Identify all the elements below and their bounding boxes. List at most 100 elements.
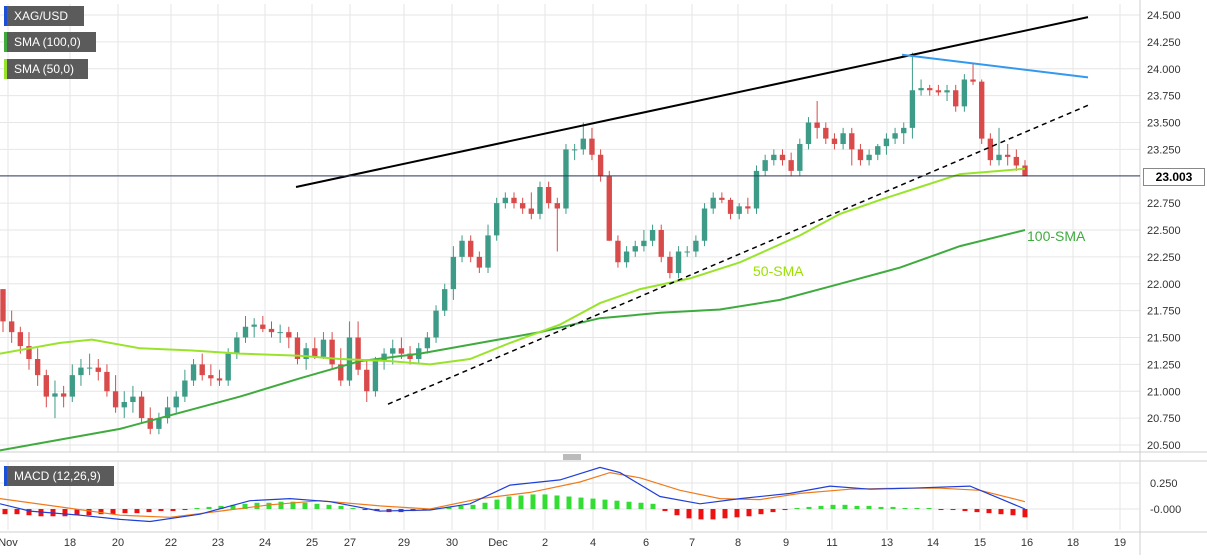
macd-histogram-bar bbox=[734, 509, 740, 518]
macd-histogram-bar bbox=[86, 509, 92, 516]
macd-histogram-bar bbox=[878, 506, 884, 509]
macd-histogram-bar bbox=[290, 501, 296, 509]
price-tick-label: 24.000 bbox=[1147, 64, 1181, 76]
candle-body bbox=[563, 149, 569, 209]
candle-body bbox=[1022, 165, 1028, 177]
macd-histogram-bar bbox=[182, 509, 188, 511]
candle-body bbox=[199, 364, 205, 376]
price-tick-label: 24.250 bbox=[1147, 37, 1181, 49]
macd-histogram-bar bbox=[1010, 509, 1016, 516]
candle-body bbox=[34, 359, 41, 376]
candle-body bbox=[996, 154, 1002, 161]
candle-body bbox=[979, 81, 985, 139]
date-tick-label: 27 bbox=[344, 537, 356, 549]
macd-histogram-bar bbox=[890, 506, 896, 509]
legend-instrument[interactable]: XAG/USD bbox=[4, 6, 84, 26]
macd-tick-label: -0.000 bbox=[1150, 504, 1181, 516]
date-tick-label: 22 bbox=[165, 537, 177, 549]
macd-histogram-bar bbox=[566, 496, 572, 509]
candle-body bbox=[433, 310, 439, 338]
legend-macd[interactable]: MACD (12,26,9) bbox=[4, 466, 114, 486]
macd-histogram-bar bbox=[782, 509, 788, 511]
legend-macd-swatch bbox=[4, 466, 7, 486]
candle-body bbox=[511, 197, 517, 204]
candle-body bbox=[208, 375, 214, 379]
candle-body bbox=[753, 170, 760, 209]
macd-histogram-bar bbox=[986, 509, 992, 514]
candle-body bbox=[502, 197, 509, 204]
price-tick-label: 21.250 bbox=[1147, 359, 1181, 371]
candle-body bbox=[294, 337, 301, 359]
candle-body bbox=[909, 90, 916, 128]
macd-histogram-bar bbox=[842, 504, 848, 509]
annotation-100-sma: 100-SMA bbox=[1027, 228, 1086, 244]
macd-histogram-bar bbox=[902, 507, 908, 509]
macd-histogram-bar bbox=[686, 509, 692, 519]
candle-body bbox=[234, 337, 240, 354]
macd-histogram-bar bbox=[326, 504, 332, 509]
macd-histogram-bar bbox=[914, 507, 920, 509]
blue-trendline bbox=[901, 53, 1089, 79]
macd-histogram-bar bbox=[938, 509, 944, 511]
candle-body bbox=[589, 138, 595, 155]
candle-body bbox=[182, 380, 188, 397]
candle-body bbox=[953, 90, 959, 107]
candle-body bbox=[26, 346, 32, 359]
macd-histogram-bar bbox=[950, 509, 956, 511]
legend-macd-label: MACD (12,26,9) bbox=[14, 469, 101, 483]
macd-histogram-bar bbox=[926, 507, 932, 509]
macd-histogram-bar bbox=[662, 509, 668, 512]
macd-histogram-bar bbox=[350, 507, 356, 509]
date-tick-label: Nov bbox=[0, 537, 18, 549]
candle-body bbox=[797, 144, 803, 171]
candle-body bbox=[216, 378, 223, 381]
candle-body bbox=[1004, 154, 1011, 157]
candle-body bbox=[779, 154, 786, 161]
legend-sma100[interactable]: SMA (100,0) bbox=[4, 32, 96, 52]
price-tick-label: 22.500 bbox=[1147, 225, 1181, 237]
date-tick-label: 19 bbox=[1114, 537, 1126, 549]
candle-body bbox=[277, 332, 283, 334]
candle-body bbox=[814, 122, 820, 128]
macd-histogram-bar bbox=[122, 509, 128, 514]
macd-histogram-bar bbox=[494, 499, 500, 509]
candle-body bbox=[268, 328, 275, 333]
date-tick-label: 16 bbox=[1021, 537, 1033, 549]
candle-body bbox=[875, 146, 881, 155]
macd-histogram-bar bbox=[206, 506, 212, 509]
date-tick-label: 6 bbox=[643, 537, 649, 549]
macd-histogram-bar bbox=[602, 499, 608, 509]
annotation-50-sma: 50-SMA bbox=[753, 263, 804, 279]
date-tick-label: 2 bbox=[542, 537, 548, 549]
candle-body bbox=[710, 197, 716, 209]
macd-histogram-bar bbox=[38, 509, 44, 517]
macd-histogram-bar bbox=[746, 509, 752, 517]
candle-body bbox=[623, 251, 630, 263]
date-tick-label: 29 bbox=[398, 537, 410, 549]
candle-body bbox=[86, 367, 93, 369]
macd-histogram-bar bbox=[446, 506, 452, 509]
candle-body bbox=[398, 348, 405, 354]
macd-histogram-bar bbox=[866, 505, 872, 509]
price-tick-label: 20.500 bbox=[1147, 440, 1181, 452]
candle-body bbox=[675, 251, 682, 273]
candle-body bbox=[935, 90, 942, 93]
candle-body bbox=[892, 133, 898, 139]
legend-sma100-swatch bbox=[4, 32, 7, 52]
macd-histogram-bar bbox=[134, 509, 140, 514]
candle-body bbox=[771, 154, 777, 161]
candle-body bbox=[251, 324, 257, 327]
candle-body bbox=[857, 149, 864, 161]
legend-sma50-label: SMA (50,0) bbox=[14, 62, 75, 76]
price-tick-label: 21.750 bbox=[1147, 306, 1181, 318]
legend-instrument-swatch bbox=[4, 6, 7, 26]
candle-body bbox=[69, 375, 75, 397]
candle-body bbox=[173, 396, 179, 408]
price-tick-label: 20.750 bbox=[1147, 413, 1181, 425]
candle-body bbox=[840, 133, 846, 144]
date-tick-label: 15 bbox=[974, 537, 986, 549]
macd-histogram-bar bbox=[362, 509, 368, 511]
legend-sma50[interactable]: SMA (50,0) bbox=[4, 59, 88, 79]
